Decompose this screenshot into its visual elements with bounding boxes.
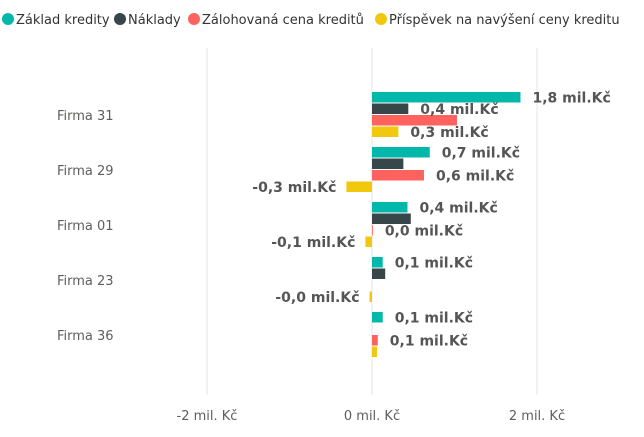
bar-zalohovana-cena-kreditu	[372, 115, 457, 126]
bar-prispevek-na-navyseni-ceny-kreditu	[369, 291, 372, 302]
legend-label-zaklad-kredity: Základ kredity	[16, 13, 110, 28]
bar-naklady	[372, 158, 404, 169]
bar-zalohovana-cena-kreditu	[372, 170, 424, 181]
legend-label-zalohovana-cena-kreditu: Zálohovaná cena kreditů	[202, 13, 364, 28]
data-label: 0,4 mil.Kč	[420, 102, 498, 118]
bar-prispevek-na-navyseni-ceny-kreditu	[365, 236, 372, 247]
bars	[346, 92, 521, 357]
category-labels: Firma 31 Firma 29 Firma 01 Firma 23 Firma 36	[57, 109, 114, 344]
data-label: 0,0 mil.Kč	[385, 223, 463, 239]
category-label: Firma 29	[57, 164, 114, 179]
legend-label-naklady: Náklady	[128, 13, 181, 28]
legend-marker-zaklad-kredity	[2, 13, 14, 25]
bar-zalohovana-cena-kreditu	[372, 335, 378, 346]
legend-marker-zalohovana-cena-kreditu	[188, 13, 200, 25]
data-label: -0,1 mil.Kč	[271, 235, 355, 251]
data-label: 0,7 mil.Kč	[442, 145, 520, 161]
bar-zaklad-kredity	[372, 92, 521, 103]
data-label: -0,3 mil.Kč	[252, 180, 336, 196]
data-label: 0,6 mil.Kč	[436, 168, 514, 184]
bar-naklady	[372, 103, 409, 114]
data-label: 0,1 mil.Kč	[390, 333, 468, 349]
category-label: Firma 23	[57, 274, 114, 289]
x-tick-label: -2 mil. Kč	[177, 409, 238, 424]
data-label: 0,3 mil.Kč	[410, 125, 488, 141]
category-label: Firma 31	[57, 109, 114, 124]
data-label: -0,0 mil.Kč	[275, 290, 359, 306]
bar-zaklad-kredity	[372, 147, 430, 158]
bar-prispevek-na-navyseni-ceny-kreditu	[372, 126, 399, 137]
bar-prispevek-na-navyseni-ceny-kreditu	[346, 181, 372, 192]
legend-marker-naklady	[114, 13, 126, 25]
data-label: 0,1 mil.Kč	[395, 255, 473, 271]
legend-marker-prispevek-na-navyseni-ceny-kreditu	[375, 13, 387, 25]
data-label: 0,4 mil.Kč	[419, 200, 497, 216]
category-label: Firma 01	[57, 219, 114, 234]
bar-zaklad-kredity	[372, 257, 383, 268]
category-label: Firma 36	[57, 329, 114, 344]
bar-zalohovana-cena-kreditu	[372, 225, 373, 236]
bar-naklady	[372, 268, 386, 279]
bar-prispevek-na-navyseni-ceny-kreditu	[372, 346, 377, 357]
legend-label-prispevek-na-navyseni-ceny-kreditu: Příspěvek na navýšení ceny kreditu	[389, 13, 620, 28]
data-labels: 1,8 mil.Kč 0,4 mil.Kč 0,3 mil.Kč 0,7 mil.Kč…	[252, 90, 611, 349]
x-tick-label: 0 mil. Kč	[344, 409, 400, 424]
bar-naklady	[372, 213, 411, 224]
legend: Základ kredity Náklady Zálohovaná cena kre…	[2, 13, 620, 28]
bar-zaklad-kredity	[372, 202, 408, 213]
data-label: 0,1 mil.Kč	[395, 310, 473, 326]
x-axis-ticks: -2 mil. Kč 0 mil. Kč 2 mil. Kč	[177, 409, 566, 424]
data-label: 1,8 mil.Kč	[533, 90, 611, 106]
bar-zaklad-kredity	[372, 312, 383, 323]
x-tick-label: 2 mil. Kč	[509, 409, 565, 424]
